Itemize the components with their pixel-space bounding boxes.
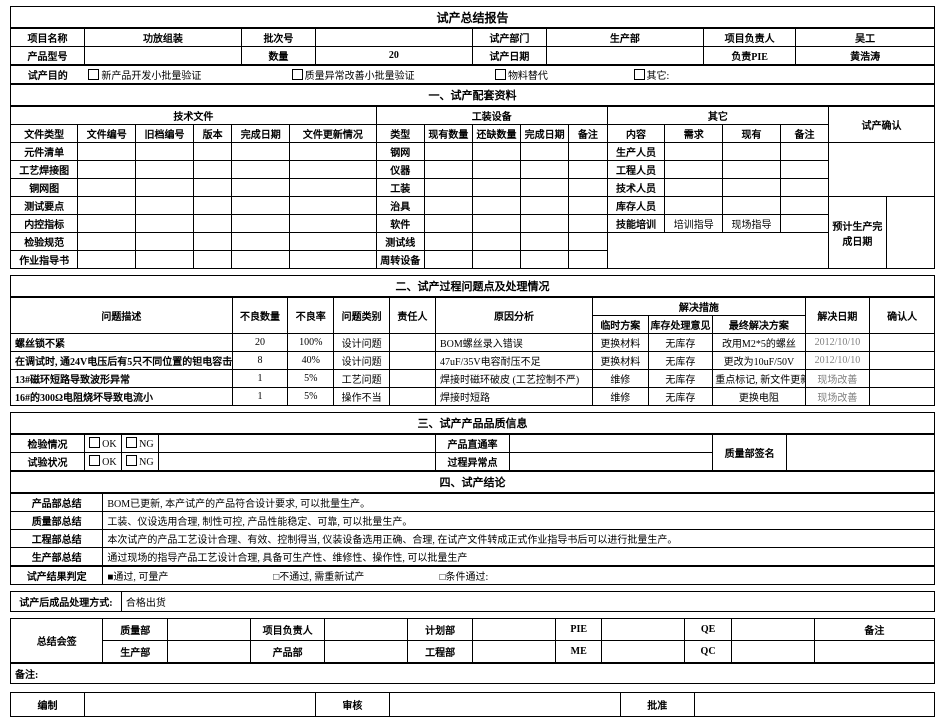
lbl-dept: 试产部门 — [472, 29, 546, 47]
tech-header: 技术文件 — [11, 107, 377, 125]
s3-sign: 质量部签名 — [713, 435, 787, 471]
sec1-row: 测试要点 治具 库存人员 预计生产完成日期 — [11, 197, 935, 215]
sec2-title-cell: 二、试产过程问题点及处理情况 — [11, 276, 935, 297]
val-project-name: 功放组装 — [84, 29, 241, 47]
sec4-after: 试产后成品处理方式: 合格出货 — [10, 591, 935, 612]
table-row: 16#的300Ω电阻烧坏导致电流小 1 5% 操作不当 焊接时短路 维修 无库存… — [11, 388, 935, 406]
meeting-label: 总结会签 — [11, 619, 103, 663]
tech-col-5: 文件更新情况 — [290, 125, 377, 143]
other-col-1: 需求 — [665, 125, 723, 143]
lbl-qty: 数量 — [241, 47, 315, 65]
table-row: 13#磁环短路导致波形异常 1 5% 工艺问题 焊接时磁环破皮 (工艺控制不严)… — [11, 370, 935, 388]
s3-r1-label: 检验情况 — [11, 435, 85, 453]
sec2-title: 二、试产过程问题点及处理情况 — [10, 275, 935, 297]
table-row: 螺丝锁不紧 20 100% 设计问题 BOM螺丝录入错误 更换材料 无库存 改用… — [11, 334, 935, 352]
after-value: 合格出货 — [121, 592, 934, 612]
equip-col-3: 完成日期 — [521, 125, 569, 143]
s3-r2-label: 试验状况 — [11, 453, 85, 471]
other-header: 其它 — [607, 107, 828, 125]
tech-col-3: 版本 — [193, 125, 231, 143]
other-col-2: 现有 — [723, 125, 781, 143]
equip-col-0: 类型 — [376, 125, 424, 143]
sec3-body: 检验情况 OK NG 产品直通率 质量部签名 试验状况 OK NG 过程异常点 — [10, 434, 935, 471]
purpose-opt-2: 物料替代 — [491, 66, 630, 84]
purpose-opt-0: 新产品开发小批量验证 — [84, 66, 287, 84]
val-qty: 20 — [315, 47, 472, 65]
sec1-title-cell: 一、试产配套资料 — [11, 85, 935, 106]
sec3-title-cell: 三、试产产品品质信息 — [11, 413, 935, 434]
sec1-row: 工艺焊接图 仪器 工程人员 — [11, 161, 935, 179]
purpose-opt-3: 其它: — [630, 66, 935, 84]
footer-sign: 编制 审核 批准 — [10, 692, 935, 717]
s2-stock: 库存处理意见 — [648, 316, 713, 334]
lbl-date: 试产日期 — [472, 47, 546, 65]
table-row: 在调试时, 通24V电压后有5只不同位置的钽电容击穿 8 40% 设计问题 47… — [11, 352, 935, 370]
lbl-project-name: 项目名称 — [11, 29, 85, 47]
other-col-3: 备注 — [780, 125, 828, 143]
lbl-pie: 负责PIE — [703, 47, 795, 65]
s2-badrate: 不良率 — [288, 298, 334, 334]
s2-solhdr: 解决措施 — [593, 298, 806, 316]
purpose-label: 试产目的 — [11, 66, 85, 84]
val-leader: 吴工 — [796, 29, 935, 47]
s2-final: 最终解决方案 — [713, 316, 805, 334]
tech-col-1: 文件编号 — [78, 125, 136, 143]
sec1-title: 一、试产配套资料 — [10, 84, 935, 106]
header-table: 项目名称 功放组装 批次号 试产部门 生产部 项目负责人 吴工 产品型号 数量 … — [10, 28, 935, 65]
sec4-remark: 备注: — [10, 663, 935, 684]
sec4-body: 产品部总结BOM已更新, 本产试产的产品符合设计要求, 可以批量生产。 质量部总… — [10, 493, 935, 566]
tech-col-4: 完成日期 — [232, 125, 290, 143]
footer-col3: 批准 — [620, 693, 694, 717]
val-pie: 黄浩涛 — [796, 47, 935, 65]
footer-col1: 编制 — [11, 693, 85, 717]
after-label: 试产后成品处理方式: — [11, 592, 122, 612]
s2-temp: 临时方案 — [593, 316, 648, 334]
tech-col-2: 旧档编号 — [136, 125, 194, 143]
s2-solvedate: 解决日期 — [805, 298, 870, 334]
s2-cat: 问题类别 — [334, 298, 389, 334]
s2-badqty: 不良数量 — [232, 298, 287, 334]
purpose-opt-1: 质量异常改善小批量验证 — [288, 66, 491, 84]
remark-label: 备注: — [11, 664, 935, 684]
lbl-leader: 项目负责人 — [703, 29, 795, 47]
sec1-row: 内控指标 软件 技能培训培训指导现场指导 — [11, 215, 935, 233]
plan-label: 预计生产完成日期 — [829, 197, 887, 269]
equip-col-2: 还缺数量 — [472, 125, 520, 143]
equip-header: 工装设备 — [376, 107, 607, 125]
s2-confirmer: 确认人 — [870, 298, 935, 334]
equip-col-4: 备注 — [569, 125, 607, 143]
s2-owner: 责任人 — [389, 298, 435, 334]
s3-r2c2: 过程异常点 — [436, 453, 510, 471]
sec1-row: 铜网图 工装 技术人员 — [11, 179, 935, 197]
s2-desc: 问题描述 — [11, 298, 233, 334]
val-dept: 生产部 — [546, 29, 703, 47]
sec2-body: 问题描述 不良数量 不良率 问题类别 责任人 原因分析 解决措施 解决日期 确认… — [10, 297, 935, 406]
purpose-table: 试产目的 新产品开发小批量验证 质量异常改善小批量验证 物料替代 其它: — [10, 65, 935, 84]
confirm-header: 试产确认 — [829, 107, 935, 143]
val-date — [546, 47, 703, 65]
report-title: 试产总结报告 — [11, 7, 935, 28]
sec1-row: 元件清单 钢网 生产人员 — [11, 143, 935, 161]
val-batch-no — [315, 29, 472, 47]
equip-col-1: 现有数量 — [424, 125, 472, 143]
sec4-title-cell: 四、试产结论 — [11, 472, 935, 493]
lbl-batch-no: 批次号 — [241, 29, 315, 47]
sec4-meeting: 总结会签 质量部 项目负责人 计划部 PIE QE 备注 生产部 产品部 工程部… — [10, 618, 935, 663]
sec4-title: 四、试产结论 — [10, 471, 935, 493]
val-model — [84, 47, 241, 65]
sec4-result: 试产结果判定 ■通过, 可量产 □不通过, 需重新试产 □条件通过: — [10, 566, 935, 585]
s3-r1c2: 产品直通率 — [436, 435, 510, 453]
lbl-model: 产品型号 — [11, 47, 85, 65]
sec1-body: 技术文件 工装设备 其它 试产确认 文件类型 文件编号 旧档编号 版本 完成日期… — [10, 106, 935, 269]
other-col-0: 内容 — [607, 125, 665, 143]
footer-col2: 审核 — [315, 693, 389, 717]
sec1-row: 检验规范 测试线 — [11, 233, 935, 251]
tech-col-0: 文件类型 — [11, 125, 78, 143]
sec3-title: 三、试产产品品质信息 — [10, 412, 935, 434]
s2-analysis: 原因分析 — [436, 298, 593, 334]
result-label: 试产结果判定 — [11, 567, 103, 585]
title-table: 试产总结报告 — [10, 6, 935, 28]
